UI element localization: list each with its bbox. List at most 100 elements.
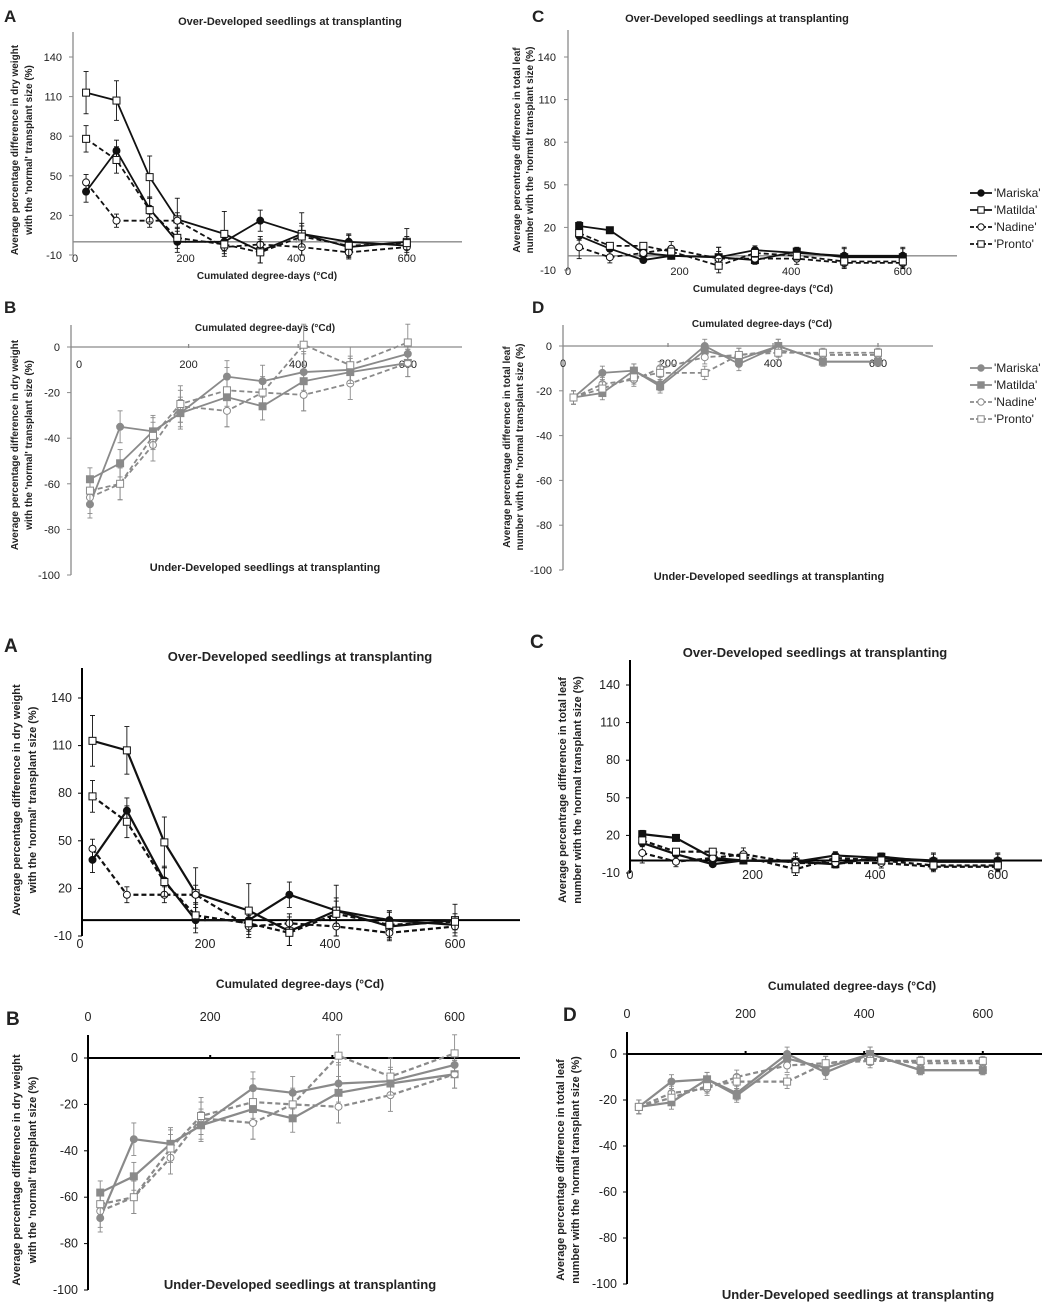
- panel-title: Over-Developed seedlings at transplantin…: [683, 645, 947, 660]
- data-point: [916, 1056, 925, 1065]
- data-point: [122, 746, 131, 755]
- data-point: [732, 1077, 741, 1086]
- data-point: [667, 247, 676, 256]
- y-tick-label: 0: [71, 1051, 78, 1065]
- data-point: [792, 251, 801, 260]
- x-tick-label: 400: [764, 358, 782, 370]
- series-pronto: [638, 836, 1002, 876]
- series-mariska: [96, 1052, 459, 1233]
- y-tick-label: -10: [54, 929, 72, 943]
- y-tick-label: -20: [536, 386, 552, 398]
- y-tick-label: 50: [50, 171, 62, 183]
- series-mariska: [88, 797, 459, 934]
- x-tick-label: 600: [972, 1007, 993, 1021]
- series-nadine: [96, 1059, 459, 1228]
- legend: 'Mariska' 'Matilda' 'Nadine' 'Pronto': [970, 186, 1041, 251]
- x-tick-label: 0: [77, 937, 84, 951]
- x-tick-label: 0: [72, 253, 78, 265]
- data-point: [821, 1059, 830, 1068]
- data-point: [840, 257, 849, 266]
- data-point: [334, 1102, 343, 1111]
- y-tick-label: -40: [60, 1144, 78, 1158]
- panel-title: Under-Developed seedlings at transplanti…: [150, 562, 380, 574]
- y-tick-label: 140: [538, 52, 556, 64]
- data-point: [774, 348, 783, 357]
- data-point: [176, 400, 185, 408]
- data-point: [783, 1061, 792, 1070]
- y-tick-label: -60: [536, 475, 552, 487]
- data-point: [258, 388, 267, 397]
- data-point: [700, 368, 709, 377]
- y-tick-label: -100: [38, 570, 60, 582]
- y-tick-label: -60: [599, 1185, 617, 1199]
- data-point: [197, 1112, 206, 1120]
- x-axis-label: Cumulated degree-days (°Cd): [195, 323, 335, 334]
- data-point: [993, 861, 1002, 870]
- data-point: [605, 253, 614, 262]
- y-tick-label: 80: [50, 131, 62, 143]
- data-point: [88, 736, 97, 745]
- data-point: [297, 232, 306, 241]
- y-tick-label: 20: [50, 210, 62, 222]
- panel-title: Over-Developed seedlings at transplantin…: [178, 16, 402, 28]
- series-line: [89, 362, 408, 481]
- panel-label: B: [6, 1009, 20, 1030]
- legend-marker: [977, 364, 985, 372]
- x-tick-label: 200: [670, 266, 688, 278]
- y-axis-label: Average percentage difference in dry wei…: [11, 684, 23, 916]
- x-tick-label: 600: [894, 266, 912, 278]
- y-tick-label: 110: [44, 92, 62, 104]
- x-tick-label: 400: [854, 1007, 875, 1021]
- y-tick-label: -60: [60, 1190, 78, 1204]
- x-tick-label: 200: [179, 359, 197, 371]
- data-point: [122, 817, 131, 826]
- x-tick-label: 600: [444, 1010, 465, 1024]
- legend-marker: [977, 381, 985, 389]
- data-point: [222, 386, 231, 395]
- legend-label: 'Pronto': [994, 412, 1034, 426]
- data-point: [403, 338, 412, 347]
- series-mariska: [82, 139, 411, 253]
- series-nadine: [85, 348, 412, 514]
- series-line: [641, 839, 998, 871]
- y-tick-label: 140: [44, 52, 62, 64]
- data-point: [112, 155, 121, 164]
- series-line: [89, 341, 409, 492]
- x-tick-label: 400: [289, 359, 307, 371]
- legend-label: 'Matilda': [994, 378, 1037, 392]
- y-tick-label: -10: [46, 250, 62, 262]
- data-point: [88, 844, 97, 853]
- y-tick-label: 140: [599, 678, 620, 692]
- legend-item: 'Pronto': [970, 412, 1034, 426]
- data-point: [334, 1051, 343, 1060]
- data-point: [703, 1082, 712, 1091]
- panel-b-bottom: B 0 -20 -40 -60 -80 -100 0 200 400 600 Under-Develo…: [6, 977, 520, 1297]
- x-tick-label: 200: [735, 1007, 756, 1021]
- data-point: [656, 368, 665, 377]
- legend-label: 'Nadine': [994, 395, 1037, 409]
- data-point: [299, 340, 308, 349]
- y-tick-label: 20: [606, 828, 620, 842]
- series-line: [85, 91, 407, 253]
- data-point: [82, 134, 91, 143]
- legend-item: 'Matilda': [970, 378, 1037, 392]
- data-point: [569, 393, 578, 402]
- x-tick-label: 400: [782, 266, 800, 278]
- legend: 'Mariska' 'Matilda' 'Nadine' 'Pronto': [970, 361, 1041, 426]
- legend-marker: [977, 398, 985, 406]
- series-line: [89, 352, 409, 505]
- x-tick-label: 400: [865, 868, 886, 882]
- y-axis-label: with the 'normal' transplant size (%): [27, 1076, 39, 1264]
- data-point: [714, 261, 723, 270]
- data-point: [639, 248, 648, 257]
- data-point: [385, 920, 394, 929]
- series-line: [578, 246, 903, 264]
- data-point: [898, 257, 907, 266]
- y-axis-label: Average percentrage difference in total …: [557, 677, 569, 903]
- y-tick-label: 140: [51, 691, 72, 705]
- series-mariska: [634, 1046, 987, 1115]
- data-point: [671, 857, 680, 866]
- series-line: [91, 808, 456, 926]
